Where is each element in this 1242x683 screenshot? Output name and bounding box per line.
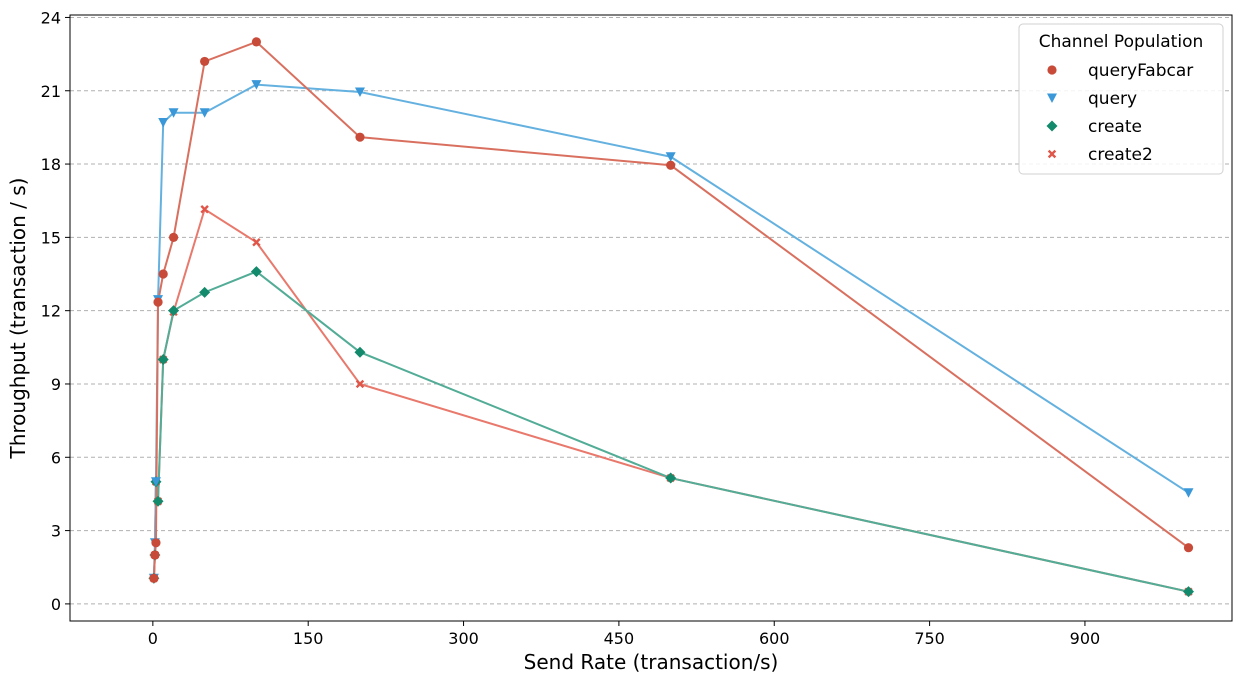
y-tick-label: 0 (51, 595, 61, 614)
x-tick-label: 450 (604, 629, 635, 648)
data-point (252, 238, 261, 247)
legend-label: create (1088, 117, 1142, 137)
y-tick-label: 24 (41, 8, 61, 27)
y-tick-label: 15 (41, 228, 61, 247)
y-axis-ticks: 0 3 6 9 12 15 18 21 24 (41, 8, 70, 614)
series-line-create (152, 270, 1189, 593)
data-point (355, 132, 365, 142)
series (148, 37, 1195, 598)
series-markers-queryFabcar (149, 37, 1194, 583)
data-point (665, 152, 676, 162)
legend-marker (1047, 65, 1057, 75)
legend-item-create2: create2 (1047, 145, 1153, 165)
data-point (153, 297, 163, 307)
x-tick-label: 300 (448, 629, 479, 648)
y-tick-label: 21 (41, 82, 61, 101)
data-point (200, 56, 210, 67)
series-create (152, 270, 1189, 593)
data-point (354, 346, 366, 358)
data-point (158, 269, 168, 279)
legend-label: create2 (1088, 145, 1153, 165)
data-point (1183, 586, 1195, 598)
y-tick-label: 18 (41, 155, 61, 174)
data-point (251, 80, 262, 90)
data-point (666, 160, 676, 170)
series-line-create2 (152, 207, 1189, 593)
data-point (200, 205, 209, 214)
data-point (250, 266, 262, 278)
x-tick-label: 750 (914, 629, 945, 648)
series-create2 (152, 207, 1189, 593)
data-point (150, 477, 161, 487)
legend-marker (1046, 120, 1058, 132)
data-point (157, 354, 169, 366)
x-axis-title: Send Rate (transaction/s) (524, 650, 779, 674)
legend-label: query (1088, 89, 1137, 109)
data-point (665, 472, 677, 484)
data-point (150, 550, 160, 560)
data-point (151, 538, 161, 548)
data-point (1183, 543, 1194, 553)
legend-marker (1047, 93, 1057, 103)
legend-title: Channel Population (1039, 32, 1204, 52)
data-point (152, 495, 164, 507)
series-markers-create (148, 266, 1195, 598)
data-point (149, 573, 159, 583)
legend-item-queryFabcar: queryFabcar (1047, 61, 1193, 81)
y-tick-label: 6 (51, 448, 61, 467)
data-point (355, 379, 365, 389)
x-tick-label: 150 (293, 629, 324, 648)
legend-label: queryFabcar (1088, 61, 1193, 81)
y-tick-label: 9 (51, 375, 61, 394)
y-tick-label: 3 (51, 522, 61, 541)
y-axis-title: Throughput (transaction / s) (6, 178, 30, 460)
data-point (158, 118, 169, 128)
legend-marker (1047, 149, 1057, 159)
data-point (1183, 488, 1194, 498)
data-point (354, 87, 365, 97)
data-point (251, 37, 262, 47)
legend: Channel Population queryFabcar query creat… (1018, 23, 1224, 175)
axes (69, 14, 1233, 622)
data-point (168, 305, 180, 317)
data-point (199, 286, 211, 298)
data-point (168, 232, 179, 242)
x-tick-label: 0 (148, 629, 158, 648)
x-tick-label: 900 (1070, 629, 1101, 648)
plot-frame (69, 14, 1233, 622)
legend-item-create: create (1046, 117, 1142, 137)
x-tick-label: 600 (759, 629, 790, 648)
legend-box (1018, 23, 1224, 175)
data-point (199, 108, 210, 118)
y-tick-label: 12 (41, 302, 61, 321)
legend-item-query: query (1047, 89, 1137, 109)
data-point (168, 108, 179, 118)
series-markers-create2 (149, 205, 1193, 596)
x-axis-ticks: 0 150 300 450 600 750 900 (148, 621, 1100, 648)
